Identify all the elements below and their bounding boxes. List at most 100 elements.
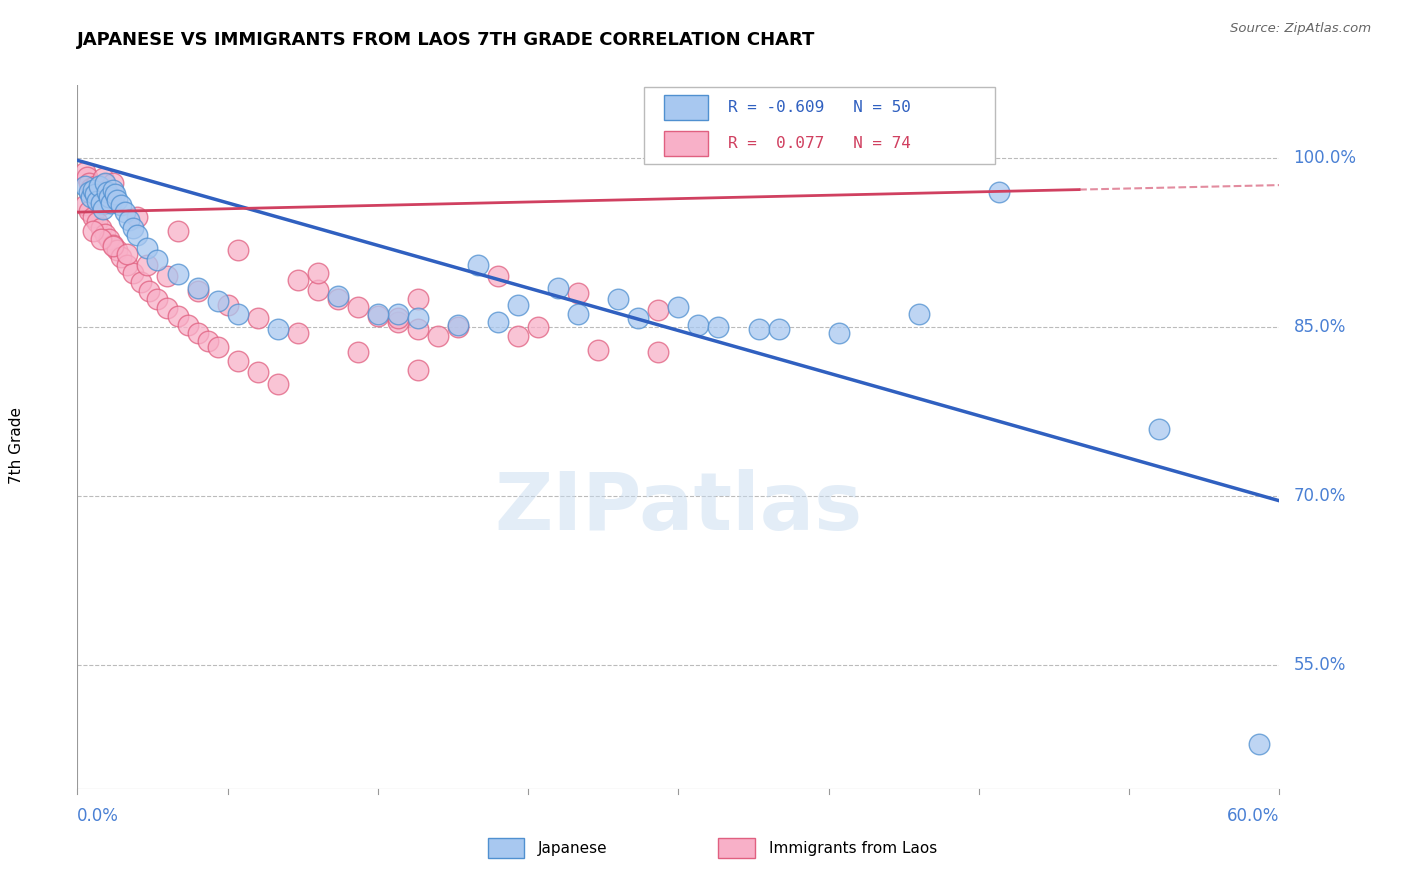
Point bbox=[80, 181, 103, 195]
Point bbox=[80, 190, 103, 204]
Point bbox=[118, 213, 141, 227]
Point bbox=[176, 318, 198, 332]
Point bbox=[307, 283, 329, 297]
Text: JAPANESE VS IMMIGRANTS FROM LAOS 7TH GRADE CORRELATION CHART: JAPANESE VS IMMIGRANTS FROM LAOS 7TH GRA… bbox=[77, 31, 815, 49]
Point bbox=[166, 267, 188, 281]
Point bbox=[1149, 422, 1171, 436]
Point bbox=[93, 171, 115, 186]
Point bbox=[367, 309, 389, 323]
Text: 60.0%: 60.0% bbox=[1227, 807, 1279, 825]
Point bbox=[287, 326, 309, 340]
Text: Immigrants from Laos: Immigrants from Laos bbox=[769, 840, 936, 855]
Point bbox=[131, 275, 153, 289]
Point bbox=[186, 326, 209, 340]
Point bbox=[98, 232, 121, 246]
Point bbox=[427, 329, 450, 343]
Point bbox=[547, 281, 569, 295]
Point bbox=[267, 322, 290, 336]
Point bbox=[387, 311, 409, 326]
Point bbox=[75, 179, 97, 194]
Point bbox=[96, 183, 118, 197]
Point bbox=[117, 258, 139, 272]
Point bbox=[84, 179, 107, 194]
Point bbox=[567, 286, 589, 301]
Point bbox=[226, 354, 249, 368]
Point bbox=[627, 311, 650, 326]
Point bbox=[347, 300, 370, 314]
Point bbox=[110, 198, 132, 212]
Point bbox=[207, 294, 229, 309]
Point bbox=[94, 176, 117, 190]
Point bbox=[527, 320, 550, 334]
Point bbox=[217, 297, 239, 311]
Point bbox=[96, 196, 118, 211]
Point bbox=[82, 185, 104, 199]
Text: 100.0%: 100.0% bbox=[1294, 149, 1357, 167]
Point bbox=[267, 376, 290, 391]
FancyBboxPatch shape bbox=[718, 838, 755, 858]
Point bbox=[387, 314, 409, 328]
FancyBboxPatch shape bbox=[488, 838, 524, 858]
Point bbox=[406, 363, 429, 377]
Point bbox=[226, 307, 249, 321]
FancyBboxPatch shape bbox=[644, 87, 995, 163]
Point bbox=[166, 309, 188, 323]
Point bbox=[127, 227, 149, 242]
Point bbox=[90, 196, 112, 211]
Point bbox=[197, 334, 219, 348]
Point bbox=[94, 177, 117, 191]
Point bbox=[246, 365, 269, 379]
Point bbox=[90, 198, 112, 212]
Text: 55.0%: 55.0% bbox=[1294, 657, 1346, 674]
Point bbox=[136, 258, 159, 272]
Point bbox=[988, 185, 1011, 199]
Point bbox=[207, 341, 229, 355]
Point bbox=[84, 187, 107, 202]
Point bbox=[166, 224, 188, 238]
Point bbox=[508, 297, 530, 311]
FancyBboxPatch shape bbox=[665, 95, 709, 120]
Point bbox=[86, 187, 108, 202]
Point bbox=[486, 314, 509, 328]
Point bbox=[768, 322, 790, 336]
FancyBboxPatch shape bbox=[665, 131, 709, 156]
Point bbox=[226, 244, 249, 258]
Point bbox=[146, 292, 169, 306]
Point bbox=[668, 300, 690, 314]
Text: R = -0.609   N = 50: R = -0.609 N = 50 bbox=[728, 100, 911, 115]
Point bbox=[96, 185, 118, 199]
Point bbox=[107, 244, 129, 258]
Point bbox=[688, 318, 710, 332]
Point bbox=[138, 284, 160, 298]
Point bbox=[707, 320, 730, 334]
Point bbox=[76, 170, 98, 185]
Point bbox=[103, 176, 125, 190]
Point bbox=[307, 266, 329, 280]
Point bbox=[647, 303, 669, 318]
Point bbox=[567, 307, 589, 321]
Point bbox=[79, 185, 101, 199]
Point bbox=[75, 198, 97, 212]
Point bbox=[467, 258, 489, 272]
Point bbox=[186, 284, 209, 298]
Point bbox=[127, 210, 149, 224]
Point bbox=[110, 250, 132, 264]
Text: 0.0%: 0.0% bbox=[77, 807, 120, 825]
Text: Source: ZipAtlas.com: Source: ZipAtlas.com bbox=[1230, 22, 1371, 36]
Point bbox=[79, 204, 101, 219]
Point bbox=[908, 307, 931, 321]
Point bbox=[607, 292, 630, 306]
Point bbox=[406, 292, 429, 306]
Point bbox=[486, 269, 509, 284]
Point bbox=[326, 292, 349, 306]
Point bbox=[447, 318, 470, 332]
Point bbox=[98, 188, 121, 202]
Point bbox=[156, 269, 179, 284]
Point bbox=[86, 194, 108, 208]
Point bbox=[156, 301, 179, 315]
Point bbox=[146, 252, 169, 267]
Point bbox=[90, 232, 112, 246]
Text: 70.0%: 70.0% bbox=[1294, 487, 1346, 505]
Point bbox=[122, 221, 145, 235]
Point bbox=[326, 288, 349, 302]
